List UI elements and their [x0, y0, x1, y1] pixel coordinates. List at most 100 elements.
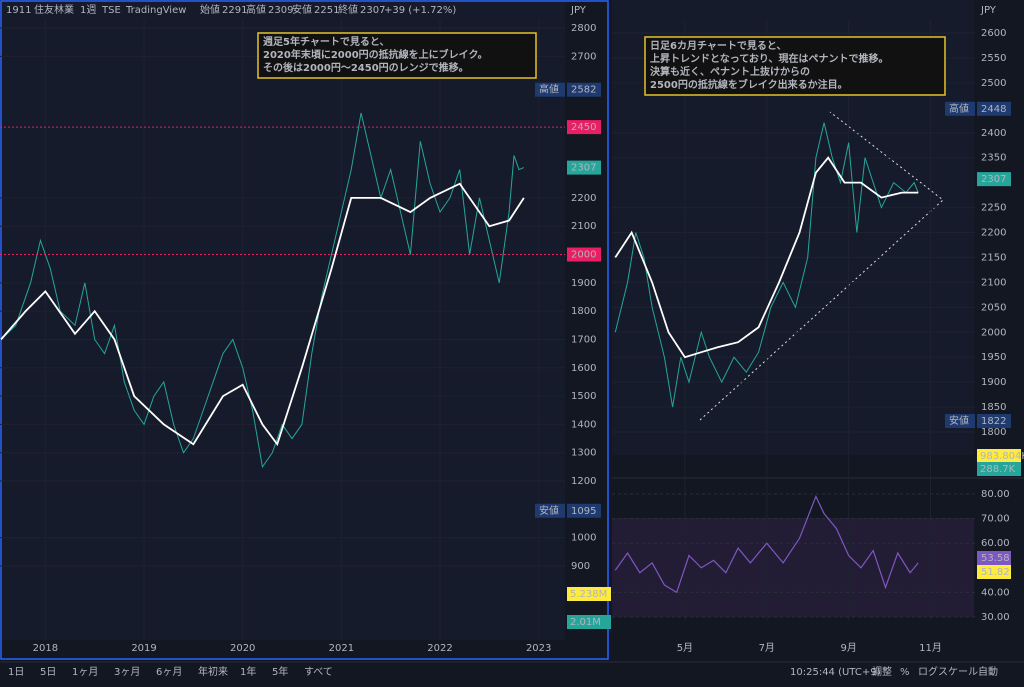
- rsi-tick-label: 40.00: [981, 587, 1010, 598]
- toolbar-right[interactable]: ログスケール: [918, 665, 978, 678]
- y-tick-label: 2800: [571, 23, 596, 34]
- volume-badge-text: 5.238M: [570, 589, 607, 600]
- y-tick-label: 1400: [571, 419, 596, 430]
- rsi-tick-label: 70.00: [981, 514, 1010, 525]
- range-button[interactable]: 5日: [40, 667, 56, 678]
- header-text: TSE: [101, 5, 121, 16]
- header-text: +39 (+1.72%): [384, 5, 456, 16]
- price-badge: [977, 101, 1011, 116]
- annotation-text: 2500円の抵抗線をブレイク出来るか注目。: [650, 78, 848, 91]
- annotation-box: [644, 36, 946, 96]
- volume-badge: [977, 449, 1021, 463]
- y-tick-label: 2100: [571, 221, 596, 232]
- x-tick-label: 2023: [526, 643, 551, 654]
- range-button[interactable]: 年初来: [198, 665, 228, 678]
- y-tick-label: 1200: [571, 476, 596, 487]
- range-button[interactable]: すべて: [304, 666, 333, 678]
- ma-line: [614, 156, 919, 359]
- annotation-text: 決算も近く、ペナント上抜けからの: [650, 65, 810, 78]
- price-badge-text: 1822: [981, 416, 1006, 427]
- x-tick-label: 11月: [919, 642, 942, 654]
- y-tick-label: 1800: [981, 427, 1006, 438]
- price-badge: [567, 160, 601, 175]
- header-text: TradingView: [125, 5, 186, 16]
- badge-tag-text: 高値: [539, 83, 559, 96]
- rsi-badge-text: 53.58: [981, 553, 1010, 564]
- header-text: 2291: [222, 5, 247, 16]
- toolbar-right[interactable]: 自動: [978, 665, 998, 678]
- price-badge: [977, 172, 1011, 187]
- price-badge: [567, 120, 601, 135]
- x-tick-label: 2021: [329, 643, 354, 654]
- ma-line: [0, 182, 525, 447]
- annotation-text: 上昇トレンドとなっており、現在はペナントで推移。: [650, 52, 889, 65]
- x-tick-label: 2018: [33, 643, 58, 654]
- y-tick-label: 1950: [981, 352, 1006, 363]
- price-badge: [567, 82, 601, 97]
- badge-tag-text: 安値: [539, 504, 559, 517]
- range-button[interactable]: 1年: [240, 665, 256, 678]
- y-tick-label: 2500: [981, 78, 1006, 89]
- range-button[interactable]: 1ヶ月: [72, 666, 98, 678]
- close-line: [0, 112, 525, 469]
- y-tick-label: 1900: [571, 278, 596, 289]
- x-tick-label: 2020: [230, 643, 255, 654]
- header-text: 安値: [292, 3, 312, 16]
- badge-tag: [945, 101, 975, 116]
- rsi-badge: [977, 565, 1011, 579]
- y-tick-label: 2200: [571, 193, 596, 204]
- header-text: 終値: [338, 3, 358, 16]
- price-badge-text: 2000: [571, 250, 596, 261]
- price-badge-text: 2448: [981, 104, 1006, 115]
- header-text: 住友林業: [34, 3, 74, 16]
- rsi-band: [612, 518, 974, 617]
- price-badge-text: 1095: [571, 506, 596, 517]
- y-tick-label: 1600: [571, 363, 596, 374]
- toolbar-right[interactable]: 10:25:44 (UTC+9): [790, 667, 881, 678]
- toolbar-right[interactable]: 調整: [872, 665, 892, 678]
- y-tick-label: 2400: [981, 128, 1006, 139]
- price-badge-text: 2582: [571, 85, 596, 96]
- x-tick-label: 7月: [759, 642, 775, 654]
- header-text: 始値: [200, 3, 220, 16]
- x-tick-label: 5月: [677, 642, 693, 654]
- price-badge-text: 2307: [571, 163, 596, 174]
- rsi-badge-text: 51.82: [981, 567, 1010, 578]
- range-button[interactable]: 3ヶ月: [114, 666, 140, 678]
- annotation-text: その後は2000円〜2450円のレンジで推移。: [263, 61, 469, 74]
- left-plot: [0, 0, 565, 640]
- badge-tag: [535, 503, 565, 518]
- volume-badge-text: 983.804K: [980, 451, 1024, 462]
- annotation-text: 日足6カ月チャートで見ると、: [650, 40, 786, 52]
- volume-badge: [567, 587, 611, 601]
- rsi-tick-label: 80.00: [981, 489, 1010, 500]
- y-tick-label: 1900: [981, 377, 1006, 388]
- toolbar-right[interactable]: %: [900, 667, 910, 678]
- x-tick-label: 9月: [840, 642, 856, 654]
- y-tick-label: 2150: [981, 252, 1006, 263]
- y-tick-label: 1800: [571, 306, 596, 317]
- y-tick-label: 2600: [981, 28, 1006, 39]
- badge-tag: [945, 414, 975, 429]
- y-tick-label: 900: [571, 561, 590, 572]
- y-tick-label: 2550: [981, 53, 1006, 64]
- price-badge-text: 2450: [571, 122, 596, 133]
- range-button[interactable]: 1日: [8, 667, 24, 678]
- close-line: [614, 122, 919, 408]
- left-panel-border: [0, 0, 609, 660]
- header-text: 1週: [80, 4, 96, 16]
- header-text: 2309: [268, 5, 293, 16]
- range-button[interactable]: 6ヶ月: [156, 666, 182, 678]
- badge-tag: [535, 82, 565, 97]
- y-tick-label: 1000: [571, 533, 596, 544]
- volume-badge: [977, 462, 1021, 476]
- volume-badge: [567, 615, 611, 629]
- y-tick-label: 1300: [571, 448, 596, 459]
- header-text: 2251: [314, 5, 339, 16]
- range-button[interactable]: 5年: [272, 665, 288, 678]
- price-badge-text: 2307: [981, 174, 1006, 185]
- annotation-text: 2020年末頃に2000円の抵抗線を上にブレイク。: [263, 48, 488, 61]
- currency-label: JPY: [570, 5, 587, 16]
- rsi-tick-label: 60.00: [981, 538, 1010, 549]
- y-tick-label: 2100: [981, 277, 1006, 288]
